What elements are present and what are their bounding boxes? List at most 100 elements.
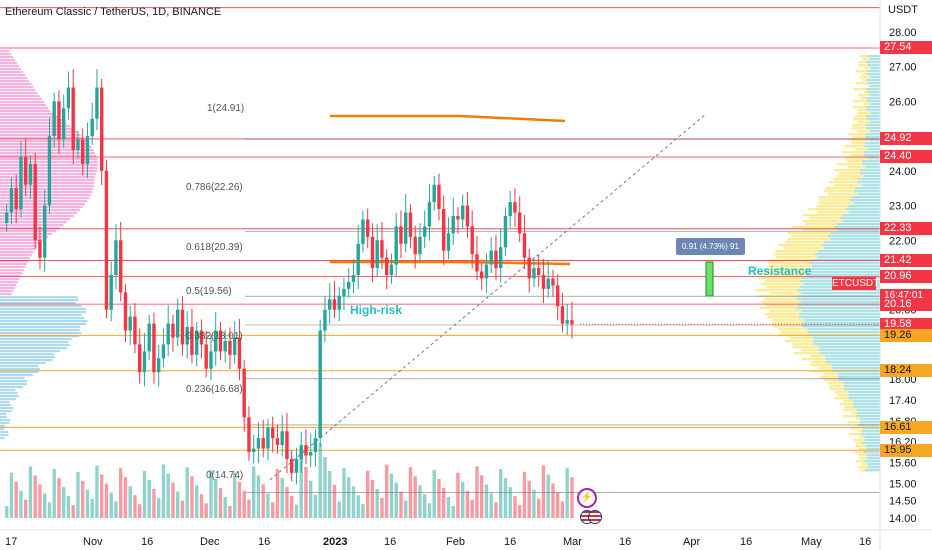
- volume-profile-bar: [864, 460, 880, 463]
- volume-profile-bar: [0, 269, 24, 272]
- volume-profile-bar: [0, 176, 95, 179]
- volume-profile-bar: [866, 454, 880, 457]
- candle-body: [185, 327, 189, 345]
- volume-bar: [437, 479, 441, 518]
- candle-body: [76, 139, 80, 151]
- volume-bar: [451, 506, 455, 518]
- candle-body: [532, 268, 536, 279]
- volume-profile-bar: [0, 194, 91, 197]
- volume-bar: [541, 465, 546, 518]
- volume-profile-bar: [827, 235, 880, 238]
- volume-profile-bar: [857, 181, 880, 184]
- candle-body: [109, 275, 113, 310]
- candle-body: [418, 236, 422, 255]
- volume-bar: [266, 493, 270, 518]
- candle-body: [280, 431, 284, 446]
- volume-profile-bar: [0, 437, 5, 440]
- volume-bar: [385, 464, 389, 518]
- volume-profile-bar: [0, 356, 55, 359]
- symbol-title[interactable]: Ethereum Classic / TetherUS, 1D, BINANCE: [5, 6, 222, 18]
- volume-profile-bar: [0, 398, 16, 401]
- lightning-event-icon[interactable]: ⚡: [577, 488, 597, 508]
- volume-bar: [180, 500, 185, 518]
- volume-bar: [332, 485, 337, 518]
- candle-body: [171, 323, 175, 338]
- us-flag-icon[interactable]: [588, 510, 602, 524]
- candle-body: [456, 215, 460, 220]
- volume-profile-bar: [804, 319, 880, 322]
- volume-profile-bar: [0, 206, 83, 209]
- volume-profile-bar: [0, 257, 30, 260]
- time-axis-label: 16: [619, 536, 631, 548]
- price-tag: 20.16: [880, 297, 932, 311]
- candle-body: [556, 285, 560, 307]
- volume-bar: [166, 473, 170, 518]
- volume-profile-bar: [0, 326, 81, 329]
- volume-bar: [470, 499, 474, 518]
- volume-profile-bar: [0, 299, 79, 302]
- volume-bar: [375, 488, 379, 518]
- volume-profile-bar: [860, 433, 880, 436]
- volume-profile-bar: [862, 430, 880, 433]
- candle-body: [427, 202, 432, 227]
- candle-body: [43, 205, 47, 258]
- candle-body: [522, 233, 527, 258]
- volume-bar: [38, 484, 42, 518]
- volume-bar: [214, 479, 218, 518]
- volume-profile-bar: [868, 148, 880, 151]
- volume-profile-bar: [867, 463, 880, 466]
- orange-resistance-line: [330, 114, 566, 123]
- volume-profile-bar: [0, 365, 39, 368]
- candle-body: [52, 101, 56, 137]
- candle-body: [237, 337, 242, 369]
- volume-profile-bar: [866, 97, 880, 100]
- volume-profile-bar: [831, 367, 880, 370]
- volume-profile-bar: [860, 172, 880, 175]
- symbol-price-tag: ETCUSDT: [832, 277, 880, 290]
- volume-profile-bar: [847, 166, 880, 169]
- volume-profile-bar: [0, 80, 30, 83]
- volume-bar: [313, 494, 318, 518]
- volume-bar: [508, 487, 512, 518]
- volume-profile-bar: [852, 406, 880, 409]
- volume-bar: [503, 478, 508, 518]
- volume-bar: [114, 501, 118, 518]
- volume-bar: [52, 469, 56, 518]
- price-axis-label: 28.00: [889, 27, 917, 39]
- volume-profile-bar: [842, 214, 880, 217]
- price-tag: 20.96: [880, 269, 932, 283]
- candle-body: [252, 448, 256, 453]
- volume-bar: [161, 464, 166, 518]
- volume-bar: [475, 466, 479, 518]
- price-axis-label: 14.00: [889, 513, 917, 525]
- volume-profile-bar: [0, 227, 60, 230]
- volume-profile-bar: [818, 349, 880, 352]
- volume-profile-bar: [0, 317, 85, 320]
- volume-profile-bar: [847, 205, 880, 208]
- price-axis-label: 23.00: [889, 201, 917, 213]
- volume-bar: [427, 503, 432, 518]
- volume-profile-bar: [0, 371, 39, 374]
- candle-body: [465, 205, 470, 227]
- candle-body: [285, 431, 289, 459]
- volume-profile-bar: [803, 271, 880, 274]
- volume-profile-bar: [0, 308, 87, 311]
- volume-profile-bar: [843, 220, 880, 223]
- volume-profile-bar: [0, 314, 82, 317]
- volume-bar: [290, 496, 294, 518]
- candle-body: [256, 438, 261, 449]
- candle-body: [195, 330, 199, 355]
- time-axis-label: Feb: [446, 536, 465, 548]
- volume-profile-bar: [843, 388, 880, 391]
- time-axis-label: May: [801, 536, 822, 548]
- volume-bar: [318, 443, 322, 518]
- volume-bar: [413, 476, 417, 518]
- volume-profile-bar: [833, 178, 880, 181]
- volume-bar: [43, 493, 47, 518]
- volume-profile-bar: [0, 353, 54, 356]
- volume-bar: [24, 499, 28, 518]
- volume-profile-bar: [843, 382, 880, 385]
- volume-bar: [147, 479, 151, 518]
- volume-bar: [399, 491, 403, 518]
